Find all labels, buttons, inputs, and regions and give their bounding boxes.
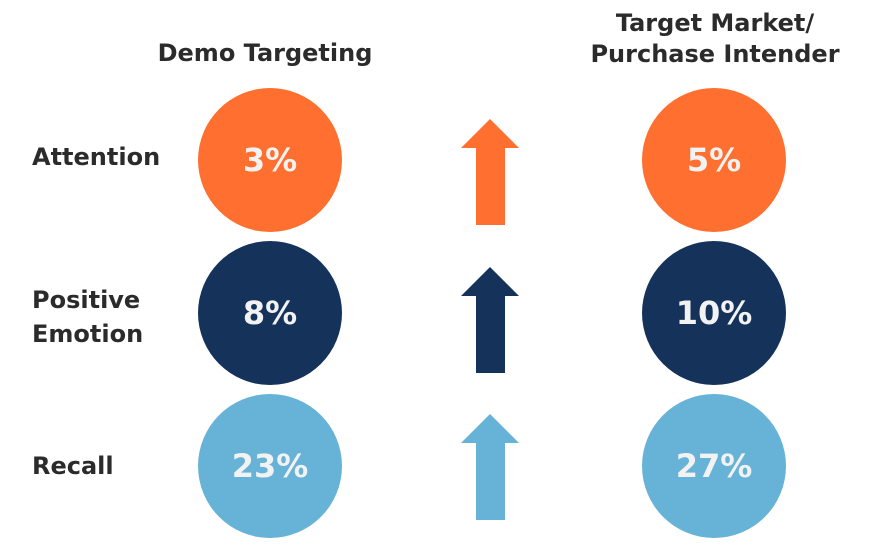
target-recall-circle: 27% bbox=[642, 394, 786, 538]
header-demo-targeting: Demo Targeting bbox=[157, 39, 373, 67]
up-arrow-icon bbox=[461, 267, 519, 373]
demo-recall-value: 23% bbox=[231, 447, 309, 485]
demo-attention-circle: 3% bbox=[198, 88, 342, 232]
target-positive-emotion-circle: 10% bbox=[642, 241, 786, 385]
header-target-market: Target Market/ Purchase Intender bbox=[575, 8, 855, 70]
target-positive-emotion-value: 10% bbox=[675, 294, 753, 332]
target-attention-value: 5% bbox=[686, 141, 742, 179]
row-label-positive-emotion: Positive Emotion bbox=[32, 283, 143, 351]
row-label-attention: Attention bbox=[32, 143, 161, 171]
row-label-emotion: Emotion bbox=[32, 320, 144, 348]
header-target-market-line1: Target Market/ bbox=[615, 9, 815, 37]
target-attention-circle: 5% bbox=[642, 88, 786, 232]
demo-attention-value: 3% bbox=[242, 141, 298, 179]
header-target-market-line2: Purchase Intender bbox=[590, 40, 840, 68]
demo-positive-emotion-circle: 8% bbox=[198, 241, 342, 385]
demo-recall-circle: 23% bbox=[198, 394, 342, 538]
up-arrow-icon bbox=[461, 414, 519, 520]
target-recall-value: 27% bbox=[675, 447, 753, 485]
demo-positive-emotion-value: 8% bbox=[242, 294, 298, 332]
row-label-positive: Positive bbox=[32, 286, 141, 314]
row-label-recall: Recall bbox=[32, 452, 114, 480]
up-arrow-icon bbox=[461, 119, 519, 225]
